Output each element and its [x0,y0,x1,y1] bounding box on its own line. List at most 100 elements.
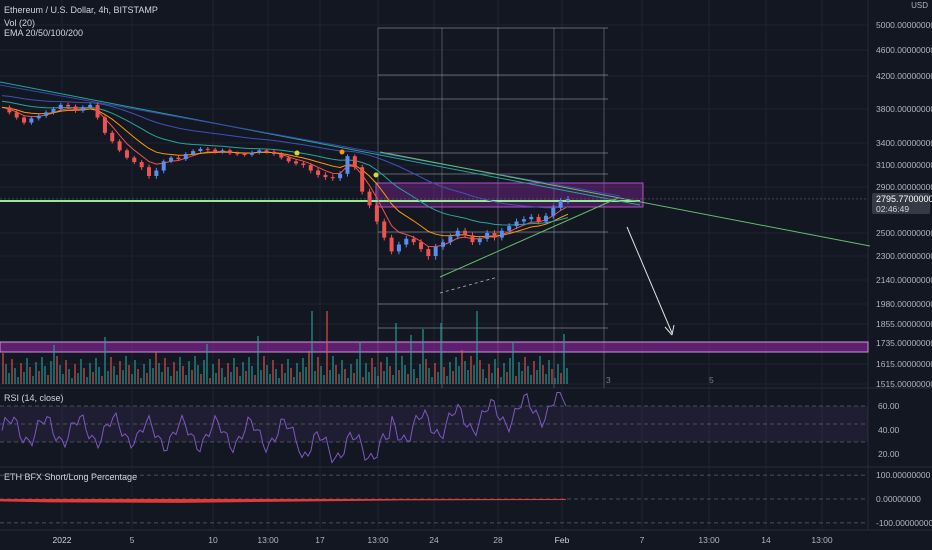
volume-bar [410,335,412,384]
volume-bar [440,323,442,384]
volume-bar [62,374,64,384]
volume-bar [32,376,34,384]
volume-bar [251,366,253,384]
price-axis-label: 4200.00000000 [876,71,932,81]
volume-bar [200,374,202,384]
volume-bar [407,374,409,384]
candle-body [367,191,372,206]
volume-bar [371,358,373,384]
volume-bar [11,359,13,384]
candle-body [338,173,343,179]
volume-bar [455,357,457,384]
candle-body [558,200,563,208]
volume-bar [377,376,379,384]
volume-bar [92,372,94,384]
rsi-axis-label: 60.00 [878,401,900,411]
volume-bar [86,377,88,384]
candle-body [294,161,299,164]
volume-bar [248,357,250,384]
rsi-axis-label: 20.00 [878,449,900,459]
volume-bar [428,368,430,384]
volume-bar [179,357,181,384]
volume-bar [5,364,7,384]
volume-bar [515,376,517,384]
volume-bar [161,372,163,384]
candle-body [139,162,144,168]
volume-bar [479,360,481,384]
volume-bar [449,362,451,384]
volume-bar [365,363,367,384]
volume-bar [323,375,325,384]
candle-body [29,118,34,123]
volume-bar [149,359,151,384]
rsi-line [1,392,567,464]
volume-bar [80,359,82,384]
projection-arrow [626,226,673,334]
bar-countdown: 02:46:49 [876,204,910,214]
volume-bar [329,370,331,384]
volume-bar [338,374,340,384]
volume-bar [23,372,25,384]
volume-bar [461,350,463,384]
volume-bar [107,371,109,384]
price-axis-label: 3100.00000000 [876,160,932,170]
volume-bar [374,367,376,384]
time-axis-label: 14 [761,535,771,545]
volume-bar [224,377,226,384]
volume-bar [560,373,562,384]
volume-bar [59,365,61,384]
volume-bar [152,368,154,384]
volume-bar [326,311,328,384]
volume-bar [263,356,265,384]
bfx-legend: ETH BFX Short/Long Percentage [4,472,138,482]
volume-bar [473,365,475,384]
candle-body [345,156,350,174]
volume-bar [401,356,403,384]
candle-body [360,167,365,192]
volume-layer [2,311,568,384]
candle-body [418,242,423,250]
volume-bar [38,371,40,384]
volume-bar [482,369,484,384]
volume-bar [443,367,445,384]
volume-bar [314,371,316,384]
volume-bar [296,363,298,384]
candle-body [441,242,446,247]
time-axis-label: 13:00 [367,535,389,545]
candle-body [323,174,328,178]
volume-bar [185,375,187,384]
volume-bar [176,371,178,384]
volume-bar [425,359,427,384]
candle-body [132,157,137,163]
volume-bar [194,356,196,384]
volume-bar [350,364,352,384]
volume-bar [464,361,466,384]
candle-body [411,238,416,243]
candle-body [117,141,122,151]
volume-bar [308,351,310,384]
volume-bar [530,375,532,384]
volume-bar [311,311,313,384]
projection-arrowhead [664,324,675,336]
candle-body [543,215,548,222]
signal-dot [294,150,300,156]
volume-bar [128,365,130,384]
volume-bar [551,369,553,384]
volume-bar [533,361,535,384]
volume-bar [563,334,565,384]
volume-bar [305,367,307,384]
time-axis-label: 2022 [53,535,72,545]
volume-bar [110,357,112,384]
volume-bar [386,357,388,384]
candle-body [448,236,453,243]
volume-bar [209,378,211,384]
volume-bar [2,353,4,384]
volume-bar [155,352,157,384]
volume-bar [392,375,394,384]
volume-bar [383,371,385,384]
candle-body [147,167,152,176]
time-axis-label: 17 [315,535,325,545]
volume-bar [536,370,538,384]
